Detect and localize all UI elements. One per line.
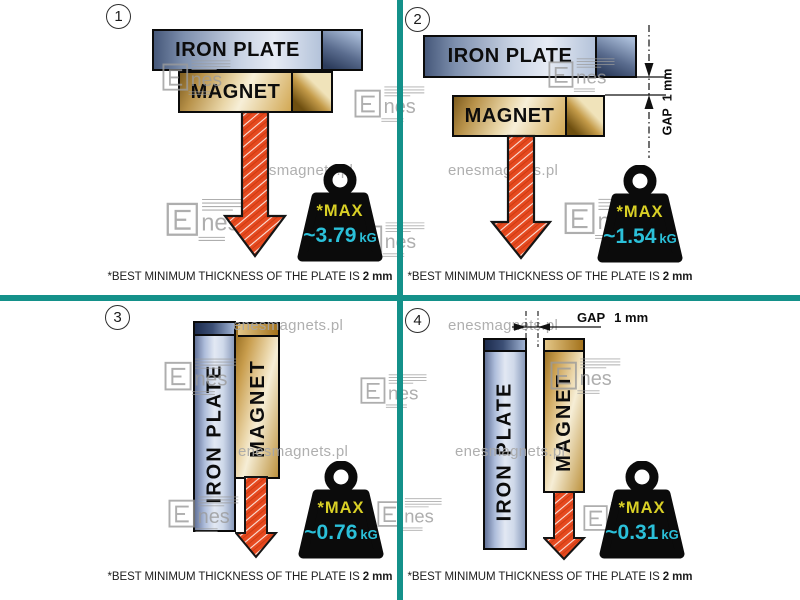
caption-bold-text: 2 mm: [662, 571, 693, 583]
weight-max-label: *MAX: [616, 203, 664, 221]
iron-plate-label-text: IRON PLATE: [175, 38, 300, 61]
iron-plate-front: [483, 338, 527, 550]
magnet-front: [236, 322, 280, 479]
iron-plate-label: IRON PLATE: [423, 35, 597, 78]
enes-logo-watermark: nes: [354, 84, 428, 124]
kettlebell-shape: [298, 460, 384, 559]
weight-icon: *MAX ~1.54 kG: [594, 164, 686, 263]
weight-value-unit: kG: [360, 527, 378, 542]
panel-4-caption: *BEST MINIMUM THICKNESS OF THE PLATE IS …: [350, 571, 750, 583]
caption-text: *BEST MINIMUM THICKNESS OF THE PLATE IS: [107, 571, 363, 583]
magnet-label-text: MAGNET: [190, 80, 281, 103]
kettlebell-shape: [297, 163, 383, 262]
gap-label-text: GAP 1 mm: [660, 69, 674, 136]
panel-2-number: 2: [405, 7, 430, 32]
panel-number-text: 3: [113, 309, 122, 326]
iron-plate-label: IRON PLATE: [152, 29, 323, 71]
weight-value-unit: kG: [661, 527, 679, 542]
caption-bold-text: 2 mm: [662, 271, 693, 283]
svg-text:nes: nes: [580, 368, 612, 390]
gap-dimension-lines: [512, 311, 601, 347]
magnet-label: MAGNET: [178, 71, 293, 113]
pull-force-arrow-icon: [235, 476, 279, 559]
gap-value: 1 mm: [614, 310, 649, 325]
weight-value-unit: kG: [359, 230, 377, 245]
weight-value-number: ~0.31: [605, 521, 659, 544]
panel-2-caption: *BEST MINIMUM THICKNESS OF THE PLATE IS …: [350, 271, 750, 283]
iron-plate-side: [323, 29, 363, 71]
panel-4-number: 4: [405, 308, 430, 333]
enes-logo-watermark: nes: [162, 58, 234, 97]
caption-text: *BEST MINIMUM THICKNESS OF THE PLATE IS: [407, 571, 663, 583]
magnet-side: [567, 95, 605, 137]
magnet-side: [293, 71, 333, 113]
site-watermark: enesmagnets.pl: [233, 317, 344, 334]
iron-plate-label-text: IRON PLATE: [447, 45, 573, 67]
weight-value: ~3.79 kG: [294, 224, 386, 248]
site-watermark: enesmagnets.pl: [455, 443, 566, 460]
gap-word: GAP: [577, 310, 606, 325]
caption-bold-text: 2 mm: [362, 271, 393, 283]
weight-value-number: ~0.76: [304, 521, 358, 544]
weight-value: ~0.31 kG: [596, 521, 688, 545]
pull-force-arrow-icon: [222, 110, 288, 258]
gap-value: 1 mm: [660, 68, 675, 102]
enes-logo-watermark: nes: [360, 372, 430, 410]
panel-1-caption: *BEST MINIMUM THICKNESS OF THE PLATE IS …: [50, 271, 450, 283]
iron-plate-front: [423, 35, 597, 78]
panel-3-caption: *BEST MINIMUM THICKNESS OF THE PLATE IS …: [50, 571, 450, 583]
panel-1-number: 1: [106, 4, 131, 29]
iron-plate-side: [597, 35, 637, 78]
svg-text:nes: nes: [576, 67, 606, 88]
weight-max-label: *MAX: [317, 499, 365, 517]
panel-number-text: 1: [114, 8, 123, 25]
svg-text:nes: nes: [404, 506, 434, 527]
gap-label: GAP 1 mm: [577, 310, 648, 325]
gap-word: GAP: [660, 108, 675, 136]
magnet-front: [543, 338, 585, 493]
weight-value: ~1.54 kG: [594, 225, 686, 249]
magnet-top-cap: [545, 340, 583, 352]
caption-bold-text: 2 mm: [362, 571, 393, 583]
svg-text:nes: nes: [194, 368, 227, 391]
magnet-label: MAGNET: [452, 95, 567, 137]
site-watermark: enesmagnets.pl: [238, 443, 349, 460]
caption-text: *BEST MINIMUM THICKNESS OF THE PLATE IS: [407, 271, 663, 283]
weight-icon: *MAX ~0.31 kG: [596, 460, 688, 559]
weight-value: ~0.76 kG: [295, 521, 387, 545]
kettlebell-shape: [599, 460, 685, 559]
magnet-label-text: MAGNET: [464, 104, 555, 127]
iron-plate-top-cap: [485, 340, 525, 352]
site-watermark: enesmagnets.pl: [448, 317, 559, 334]
weight-icon: *MAX ~0.76 kG: [295, 460, 387, 559]
iron-plate-top-cap: [195, 323, 234, 336]
horizontal-divider: [0, 295, 800, 301]
gap-label: GAP 1 mm: [657, 64, 677, 140]
panel-number-text: 2: [413, 11, 422, 28]
caption-text: *BEST MINIMUM THICKNESS OF THE PLATE IS: [107, 271, 363, 283]
enes-logo-watermark: nes: [164, 356, 240, 397]
weight-max-label: *MAX: [316, 202, 364, 220]
weight-value-unit: kG: [659, 231, 677, 246]
svg-text:nes: nes: [191, 69, 223, 91]
pull-force-arrow-icon: [489, 134, 553, 260]
kettlebell-shape: [597, 164, 683, 263]
enes-logo-watermark: nes: [377, 496, 445, 533]
enes-logo-watermark: nes: [550, 356, 624, 396]
svg-text:nes: nes: [388, 383, 418, 404]
weight-value-number: ~3.79: [303, 224, 357, 247]
panel-number-text: 4: [413, 312, 422, 329]
svg-text:nes: nes: [198, 506, 230, 528]
pull-force-arrow-icon: [543, 491, 587, 561]
gap-dimension-lines: [605, 25, 666, 158]
enes-logo-watermark: nes: [548, 56, 618, 94]
weight-max-label: *MAX: [618, 499, 666, 517]
magnet-top-cap: [238, 324, 278, 337]
weight-icon: *MAX ~3.79 kG: [294, 163, 386, 262]
panel-3-number: 3: [105, 305, 130, 330]
weight-value-number: ~1.54: [603, 225, 657, 248]
enes-logo-watermark: nes: [168, 494, 242, 534]
